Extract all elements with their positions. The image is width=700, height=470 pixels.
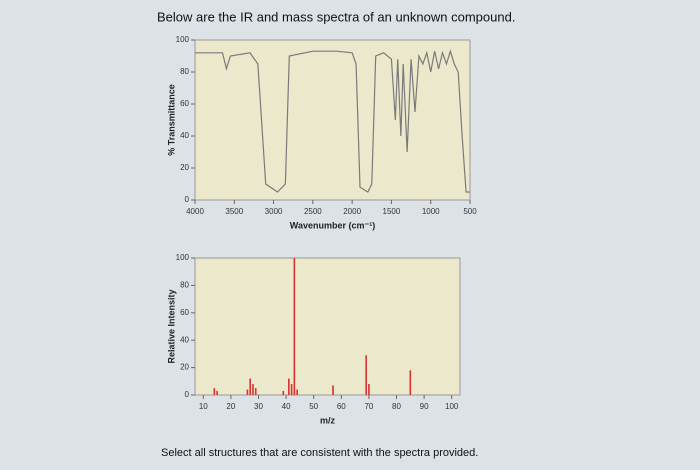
x-tick-label: 20 <box>226 402 235 411</box>
x-tick-label: 3000 <box>265 207 283 216</box>
y-tick-label: 100 <box>176 35 190 44</box>
y-axis-label: Relative Intensity <box>166 289 176 363</box>
x-tick-label: 100 <box>445 402 459 411</box>
peak <box>332 385 334 395</box>
plot-area <box>194 39 471 201</box>
peak <box>290 384 293 395</box>
peak <box>409 370 412 395</box>
peak <box>216 390 218 395</box>
x-tick-label: 80 <box>392 402 401 411</box>
peak <box>296 389 298 395</box>
y-tick-label: 80 <box>180 67 189 76</box>
x-axis-label: m/z <box>320 415 336 425</box>
x-tick-label: 1000 <box>422 207 440 216</box>
y-tick-label: 20 <box>180 163 189 172</box>
peak <box>246 389 249 395</box>
y-tick-label: 60 <box>180 99 189 108</box>
x-tick-label: 1500 <box>383 207 401 216</box>
x-tick-label: 4000 <box>186 207 204 216</box>
x-tick-label: 2000 <box>343 207 361 216</box>
y-tick-label: 0 <box>185 195 190 204</box>
y-tick-label: 0 <box>185 390 190 399</box>
plot-area <box>194 257 461 396</box>
x-tick-label: 70 <box>364 402 373 411</box>
x-tick-label: 500 <box>463 207 477 216</box>
y-tick-label: 40 <box>180 131 189 140</box>
x-axis-label: Wavenumber (cm⁻¹) <box>290 220 375 230</box>
x-tick-label: 60 <box>337 402 346 411</box>
y-tick-label: 80 <box>180 281 189 290</box>
x-tick-label: 90 <box>420 402 429 411</box>
x-tick-label: 3500 <box>225 207 243 216</box>
question-prompt: Select all structures that are consisten… <box>161 447 478 459</box>
peak <box>282 390 285 395</box>
spectrum-line <box>195 49 470 193</box>
y-tick-label: 20 <box>180 363 189 372</box>
x-tick-label: 30 <box>254 402 263 411</box>
y-axis-label: % Transmittance <box>166 84 176 156</box>
page-title: Below are the IR and mass spectra of an … <box>157 9 515 24</box>
x-tick-label: 40 <box>282 402 291 411</box>
peak <box>252 384 254 395</box>
peak <box>249 378 252 395</box>
y-tick-label: 40 <box>180 335 189 344</box>
peak <box>368 384 370 395</box>
x-tick-label: 10 <box>199 402 208 411</box>
x-tick-label: 50 <box>309 402 318 411</box>
y-tick-label: 100 <box>176 253 190 262</box>
x-tick-label: 2500 <box>304 207 322 216</box>
peak <box>254 388 257 395</box>
peak <box>288 378 290 395</box>
peak <box>293 258 296 395</box>
peak <box>213 388 216 395</box>
y-tick-label: 60 <box>180 308 189 317</box>
peak <box>365 355 367 395</box>
